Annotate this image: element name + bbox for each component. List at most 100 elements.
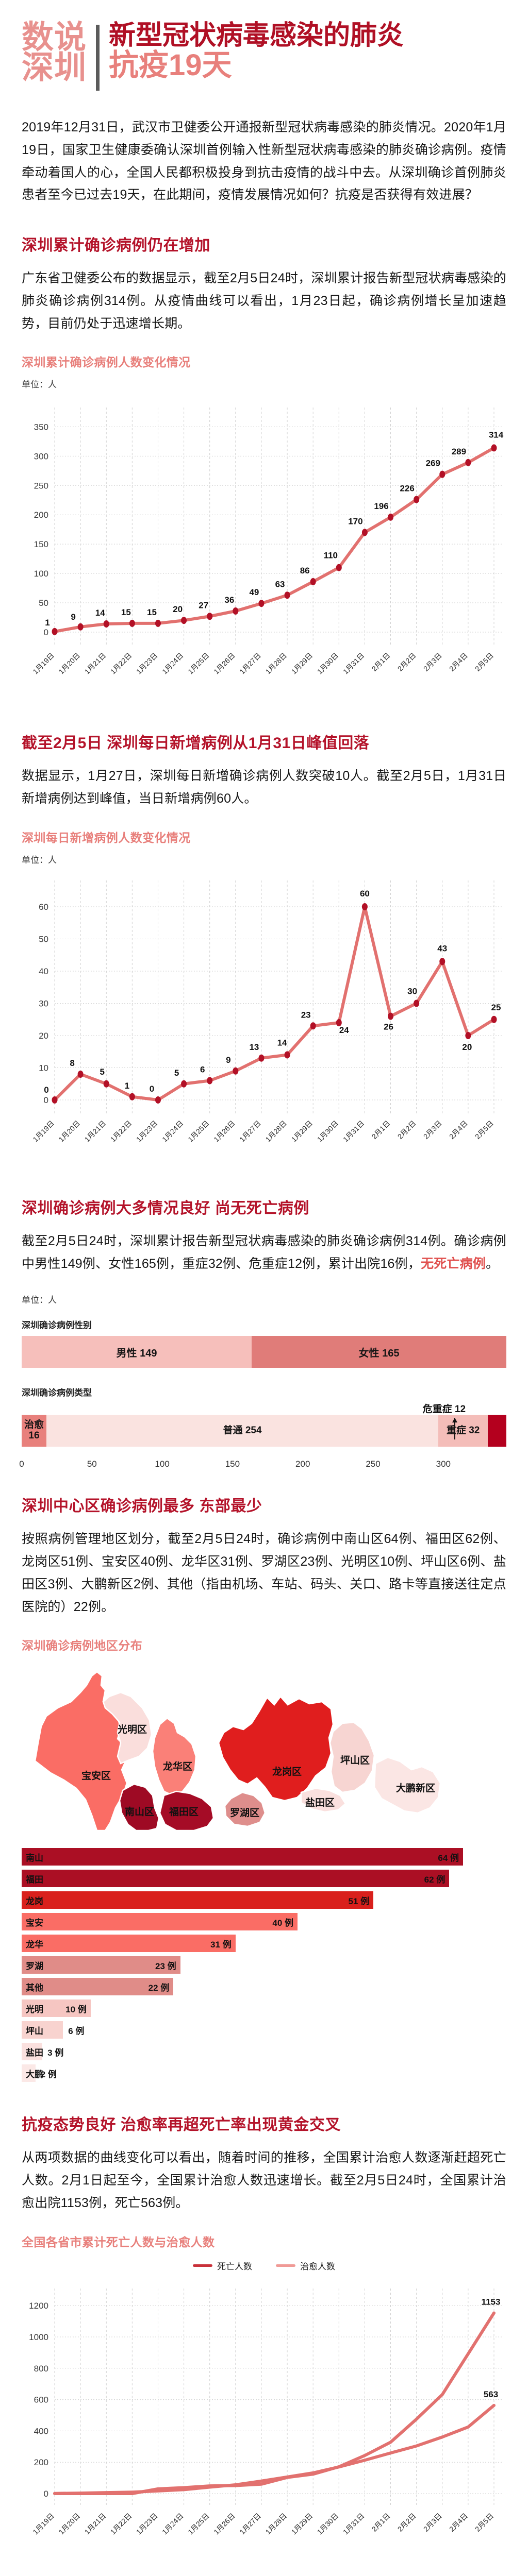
district-bar-row[interactable]: 坪山 6 例 xyxy=(22,2021,506,2039)
district-bar[interactable]: 罗湖 23 例 xyxy=(22,1956,180,1974)
axis-tick: 100 xyxy=(155,1459,170,1469)
map-label-dapeng: 大鹏新区 xyxy=(396,1782,435,1794)
district-bar[interactable]: 坪山 xyxy=(22,2021,63,2039)
section-3-text-b: 。 xyxy=(486,1256,499,1271)
map-region-longhua[interactable] xyxy=(152,1717,197,1797)
district-bar[interactable]: 其他 22 例 xyxy=(22,1978,174,1996)
data-point-label: 289 xyxy=(452,447,466,456)
case-type-segment[interactable] xyxy=(488,1415,506,1447)
district-bar-row[interactable]: 罗湖 23 例 xyxy=(22,1956,506,1974)
data-point-label: 226 xyxy=(400,484,414,494)
data-point-label: 60 xyxy=(360,889,370,899)
data-point-label: 170 xyxy=(348,517,362,527)
map-region-futian[interactable] xyxy=(159,1790,214,1831)
x-axis-tick: 1月30日 xyxy=(316,1119,340,1144)
map-region-pingshan[interactable] xyxy=(329,1721,375,1793)
legend-item: 死亡人数 xyxy=(193,2259,252,2272)
data-point xyxy=(103,1080,109,1088)
district-bar[interactable]: 盐田 xyxy=(22,2043,43,2061)
x-axis-tick: 1月31日 xyxy=(341,1119,366,1144)
district-bar[interactable]: 大鹏 xyxy=(22,2064,43,2082)
district-bar-row[interactable]: 福田 62 例 xyxy=(22,1870,506,1888)
district-bar-row[interactable]: 南山 64 例 xyxy=(22,1848,506,1866)
map-region-yantian[interactable] xyxy=(300,1787,346,1813)
district-bar[interactable]: 龙岗 51 例 xyxy=(22,1891,374,1909)
map-label-guangming: 光明区 xyxy=(117,1723,147,1735)
x-axis-tick: 2月1日 xyxy=(370,651,392,673)
district-name: 盐田 xyxy=(26,2047,43,2058)
data-point xyxy=(284,1051,290,1059)
x-axis-tick: 1月24日 xyxy=(160,1119,185,1144)
x-axis-tick: 2月5日 xyxy=(473,1119,495,1141)
district-bar-row[interactable]: 盐田 3 例 xyxy=(22,2043,506,2061)
data-point-label: 14 xyxy=(277,1038,287,1047)
series-end-label: 563 xyxy=(484,2389,498,2399)
x-axis-tick: 2月4日 xyxy=(448,1119,469,1141)
arrow-head xyxy=(452,1418,457,1423)
chart-cumulative-cases: 0 50 100 150 200 250 300 350 1 9 14 15 15 20 27 36 49 63… xyxy=(14,390,514,720)
data-point xyxy=(361,903,368,910)
district-name: 坪山 xyxy=(26,2026,43,2036)
x-axis-tick: 1月27日 xyxy=(238,2511,262,2536)
district-bar-row[interactable]: 光明 10 例 xyxy=(22,1999,506,2018)
map-region-dapeng[interactable] xyxy=(373,1756,441,1814)
gender-segment[interactable]: 女性 165 xyxy=(252,1336,506,1368)
map-region-guangming[interactable] xyxy=(102,1691,153,1765)
district-bar[interactable]: 龙华 31 例 xyxy=(22,1935,236,1953)
district-bar-row[interactable]: 其他 22 例 xyxy=(22,1978,506,1996)
x-axis-tick: 1月23日 xyxy=(135,651,159,676)
legend-label: 治愈人数 xyxy=(300,2261,335,2272)
data-point xyxy=(465,459,471,467)
x-axis-tick: 1月27日 xyxy=(238,1119,262,1144)
x-axis-tick: 1月30日 xyxy=(316,651,340,676)
map-label-pingshan: 坪山区 xyxy=(340,1755,370,1766)
district-value: 23 例 xyxy=(155,1961,176,1971)
chart-2-unit: 单位：人 xyxy=(22,855,57,865)
legend-label: 死亡人数 xyxy=(217,2261,252,2272)
y-axis-tick: 50 xyxy=(39,934,48,944)
data-point xyxy=(77,1070,84,1078)
x-axis-tick: 2月2日 xyxy=(396,651,418,673)
x-axis-tick: 2月3日 xyxy=(422,1119,443,1141)
x-axis-tick: 1月29日 xyxy=(290,651,315,676)
district-bar-row[interactable]: 宝安 40 例 xyxy=(22,1913,506,1931)
case-type-segment[interactable]: 重症 32 xyxy=(438,1415,488,1447)
map-region-nanshan[interactable] xyxy=(119,1783,160,1831)
x-axis-tick: 1月24日 xyxy=(160,2511,185,2536)
x-axis-tick: 1月31日 xyxy=(341,651,366,676)
y-axis-tick: 10 xyxy=(39,1063,48,1073)
district-name: 宝安 xyxy=(26,1918,43,1928)
x-axis-tick: 2月2日 xyxy=(396,1119,418,1141)
data-point-label: 63 xyxy=(275,580,285,589)
data-point-label: 8 xyxy=(70,1058,74,1068)
case-type-segment[interactable]: 治愈 16 xyxy=(22,1415,46,1447)
district-value: 3 例 xyxy=(47,2047,64,2058)
y-axis-tick: 300 xyxy=(34,452,48,462)
x-axis-tick: 2月2日 xyxy=(396,2511,418,2533)
x-axis-tick: 1月25日 xyxy=(186,2511,211,2536)
gender-segment[interactable]: 男性 149 xyxy=(22,1336,252,1368)
x-axis-tick: 1月27日 xyxy=(238,651,262,676)
district-bar-row[interactable]: 龙华 31 例 xyxy=(22,1935,506,1953)
data-point-label: 196 xyxy=(374,501,388,511)
data-point xyxy=(233,1067,239,1075)
case-type-segment[interactable]: 普通 254 xyxy=(46,1415,439,1447)
district-bar[interactable]: 宝安 40 例 xyxy=(22,1913,298,1931)
district-name: 南山 xyxy=(26,1853,43,1863)
district-bar[interactable]: 南山 64 例 xyxy=(22,1848,463,1866)
district-bar[interactable]: 光明 10 例 xyxy=(22,1999,91,2018)
map-label-luohu: 罗湖区 xyxy=(230,1807,259,1819)
data-point xyxy=(129,620,135,628)
x-axis-tick: 2月3日 xyxy=(422,651,443,673)
section-3-heading: 深圳确诊病例大多情况良好 尚无死亡病例 xyxy=(22,1199,309,1217)
x-axis-tick: 1月26日 xyxy=(212,2511,237,2536)
map-region-luohu[interactable] xyxy=(224,1791,266,1827)
map-region-longgang[interactable] xyxy=(218,1696,334,1802)
district-bar-row[interactable]: 龙岗 51 例 xyxy=(22,1891,506,1909)
district-bar[interactable]: 福田 62 例 xyxy=(22,1870,450,1888)
district-name: 福田 xyxy=(26,1874,43,1885)
shenzhen-district-map: 宝安区 光明区 龙华区 龙岗区 坪山区 大鹏新区 盐田区 罗湖区 南山区 福田区 xyxy=(14,1660,514,1831)
x-axis-tick: 1月20日 xyxy=(57,2511,82,2536)
data-point-label: 15 xyxy=(121,607,131,617)
district-bar-row[interactable]: 大鹏 2 例 xyxy=(22,2064,506,2082)
